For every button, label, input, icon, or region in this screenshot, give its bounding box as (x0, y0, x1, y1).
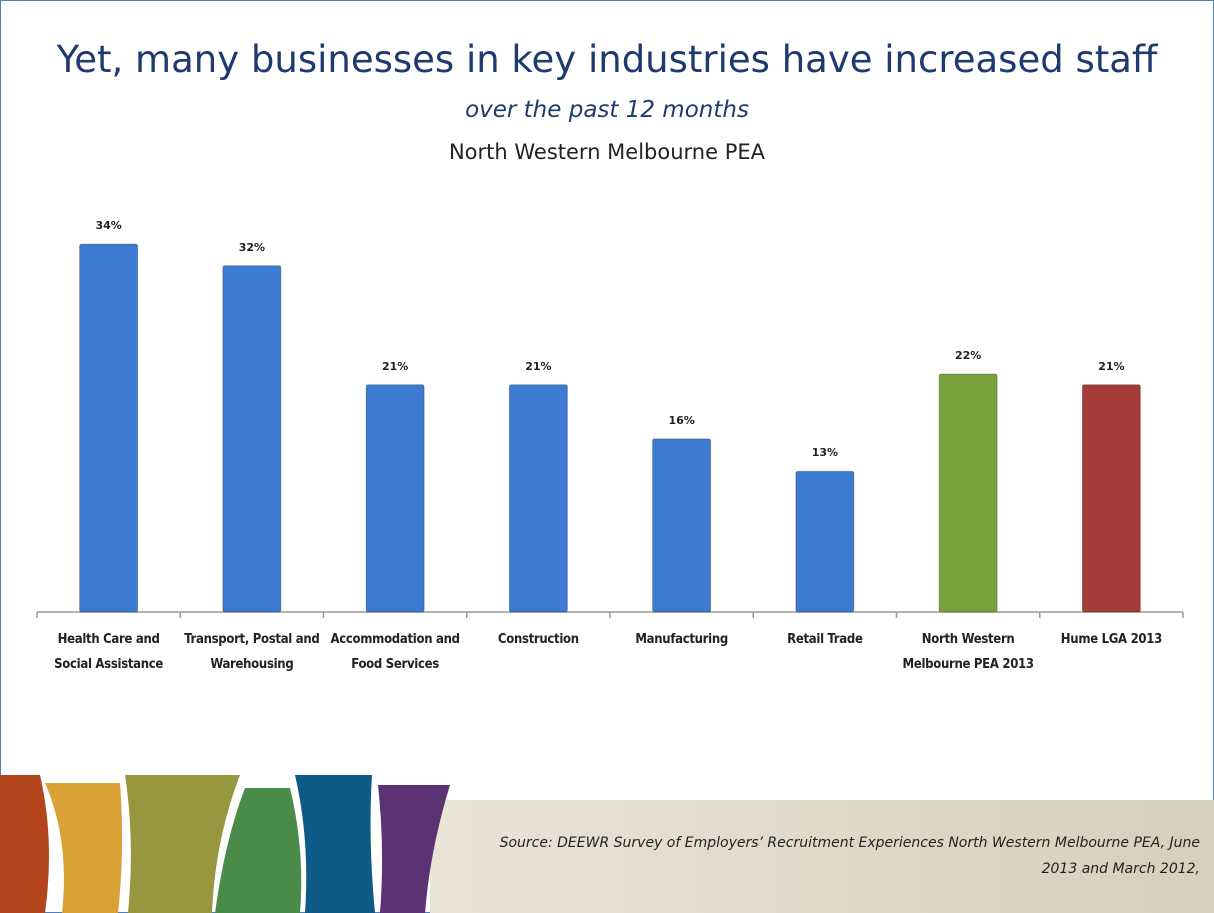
x-tick-label: Manufacturing (635, 632, 728, 647)
x-tick-label: Health Care and Social Assistance (54, 632, 164, 672)
bar (508, 384, 568, 613)
ribbon (125, 775, 240, 913)
ribbon (378, 785, 450, 913)
x-tick-label: North Western Melbourne PEA 2013 (902, 632, 1034, 672)
value-label: 34% (95, 219, 122, 233)
x-tick-label: Retail Trade (787, 632, 863, 647)
ribbon (0, 775, 49, 913)
bar (1081, 384, 1141, 613)
value-label: 21% (1098, 359, 1125, 373)
x-tick-label: Transport, Postal and Warehousing (184, 632, 320, 672)
ribbon (295, 775, 375, 913)
bar (652, 438, 712, 613)
ribbon (45, 783, 123, 913)
bar (79, 243, 139, 613)
bar (365, 384, 425, 613)
subtitle: over the past 12 months (465, 97, 749, 123)
source-note: Source: DEEWR Survey of Employers’ Recru… (499, 835, 1200, 877)
x-tick-label: Hume LGA 2013 (1060, 632, 1162, 647)
value-label: 32% (238, 240, 266, 254)
subtitle: North Western Melbourne PEA (448, 140, 766, 164)
value-label: 13% (811, 446, 839, 460)
value-label: 22% (954, 348, 982, 362)
ribbon (215, 788, 302, 913)
x-tick-label: Construction (497, 632, 579, 647)
value-label: 21% (525, 359, 552, 373)
bar (795, 470, 855, 613)
value-label: 16% (668, 413, 695, 427)
bar (938, 373, 998, 613)
x-tick-label: Accommodation and Food Services (330, 632, 460, 672)
bar (222, 265, 282, 613)
title: Yet, many businesses in key industries h… (56, 38, 1158, 81)
footer-band (430, 800, 1214, 913)
value-label: 21% (381, 359, 409, 373)
